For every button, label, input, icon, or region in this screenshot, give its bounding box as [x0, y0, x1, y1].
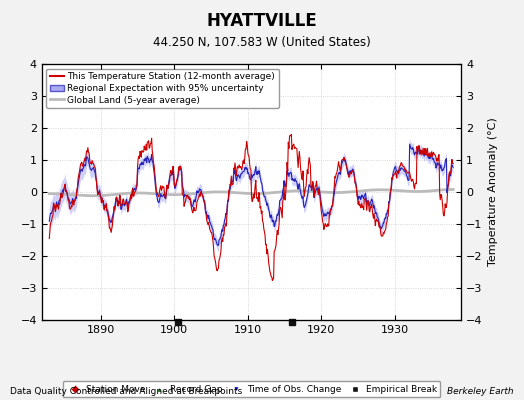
Text: 44.250 N, 107.583 W (United States): 44.250 N, 107.583 W (United States)	[153, 36, 371, 49]
Text: Berkeley Earth: Berkeley Earth	[447, 387, 514, 396]
Legend: Station Move, Record Gap, Time of Obs. Change, Empirical Break: Station Move, Record Gap, Time of Obs. C…	[63, 381, 440, 398]
Y-axis label: Temperature Anomaly (°C): Temperature Anomaly (°C)	[488, 118, 498, 266]
Text: Data Quality Controlled and Aligned at Breakpoints: Data Quality Controlled and Aligned at B…	[10, 387, 243, 396]
Text: HYATTVILLE: HYATTVILLE	[206, 12, 318, 30]
